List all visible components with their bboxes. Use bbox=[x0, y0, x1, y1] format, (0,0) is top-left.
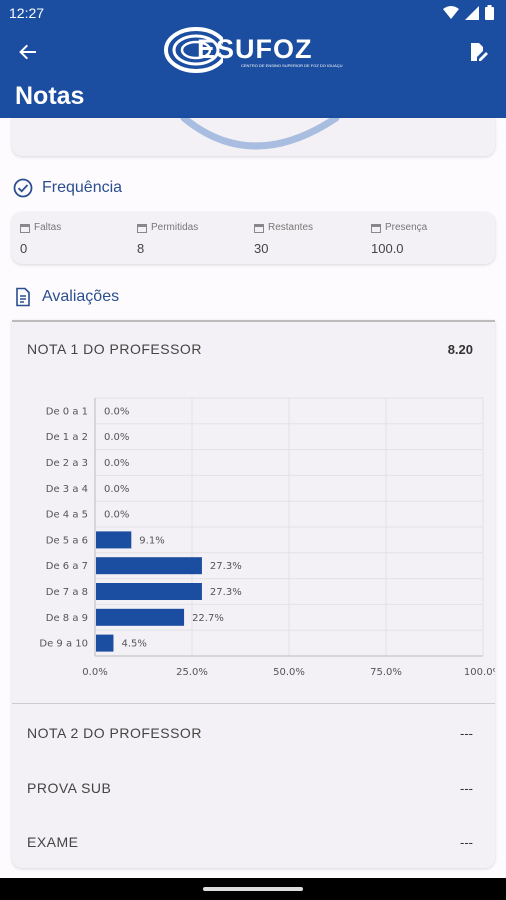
document-icon bbox=[16, 287, 30, 307]
chart-value-label: 0.0% bbox=[104, 510, 129, 521]
wifi-icon bbox=[443, 5, 459, 25]
eval-value-exame: --- bbox=[460, 835, 473, 850]
eval-value-nota2: --- bbox=[460, 726, 473, 741]
evaluations-title: Avaliações bbox=[42, 288, 120, 305]
chart-x-tick-label: 50.0% bbox=[273, 667, 305, 678]
home-handle[interactable] bbox=[203, 887, 303, 891]
chart-value-label: 22.7% bbox=[192, 613, 224, 624]
chart-value-label: 9.1% bbox=[139, 535, 164, 546]
freq-permitidas: Permitidas 8 bbox=[137, 222, 199, 256]
chart-x-tick-label: 75.0% bbox=[370, 667, 402, 678]
chart-category-label: De 1 a 2 bbox=[46, 432, 88, 443]
freq-faltas: Faltas 0 bbox=[20, 222, 62, 256]
chart-value-label: 27.3% bbox=[210, 587, 242, 598]
progress-ring bbox=[180, 118, 340, 150]
chart-value-label: 0.0% bbox=[104, 484, 129, 495]
app-bar: ESUFOZ CENTRO DE ENSINO SUPERIOR DE FOZ … bbox=[0, 26, 506, 118]
back-button[interactable] bbox=[14, 38, 42, 66]
chart-bar bbox=[96, 634, 114, 652]
page-title: Notas bbox=[15, 82, 85, 110]
battery-icon bbox=[485, 5, 494, 25]
chart-value-label: 27.3% bbox=[210, 561, 242, 572]
chart-category-label: De 5 a 6 bbox=[46, 535, 88, 546]
chart-x-tick-label: 25.0% bbox=[176, 667, 208, 678]
chart-value-label: 0.0% bbox=[104, 458, 129, 469]
eval-value-prova-sub: --- bbox=[460, 781, 473, 796]
chart-category-label: De 9 a 10 bbox=[39, 639, 88, 650]
status-time: 12:27 bbox=[9, 5, 45, 21]
grade-distribution-chart: 0.0% 25.0% 50.0% 75.0% 100.0% De 0 a 1 0.0% De … bbox=[28, 392, 502, 692]
logo-subtext: CENTRO DE ENSINO SUPERIOR DE FOZ DO IGUA… bbox=[241, 63, 343, 68]
evaluations-card: NOTA 1 DO PROFESSOR 8.20 0.0% 25.0% 50.0% 7… bbox=[12, 320, 502, 868]
eval-title-nota2[interactable]: NOTA 2 DO PROFESSOR bbox=[27, 725, 202, 741]
chart-category-label: De 3 a 4 bbox=[46, 484, 88, 495]
chart-category-label: De 8 a 9 bbox=[46, 613, 88, 624]
chart-value-label: 0.0% bbox=[104, 432, 129, 443]
check-circle-icon bbox=[13, 178, 33, 198]
evaluations-header: Avaliações bbox=[13, 287, 119, 307]
summary-card bbox=[12, 118, 495, 156]
freq-restantes: Restantes 30 bbox=[254, 222, 314, 256]
chart-value-label: 4.5% bbox=[121, 639, 146, 650]
esufoz-logo: ESUFOZ CENTRO DE ENSINO SUPERIOR DE FOZ … bbox=[163, 26, 345, 74]
eval-title-exame[interactable]: EXAME bbox=[27, 834, 79, 850]
chart-bar bbox=[96, 583, 202, 600]
frequency-header: Frequência bbox=[13, 178, 122, 198]
status-bar: 12:27 bbox=[0, 0, 506, 26]
edit-note-button[interactable] bbox=[464, 38, 492, 66]
chart-category-label: De 7 a 8 bbox=[46, 587, 88, 598]
calendar-icon bbox=[371, 223, 381, 233]
chart-bar bbox=[96, 557, 202, 575]
arrow-back-icon bbox=[19, 44, 36, 60]
chart-x-tick-label: 0.0% bbox=[82, 667, 107, 678]
edit-document-icon bbox=[471, 43, 488, 61]
eval-value-nota1: 8.20 bbox=[447, 342, 473, 357]
system-nav-bar bbox=[0, 878, 506, 900]
chart-category-label: De 2 a 3 bbox=[46, 458, 88, 469]
logo-text: ESUFOZ bbox=[197, 34, 313, 64]
chart-value-label: 0.0% bbox=[104, 406, 129, 417]
chart-bar bbox=[96, 531, 132, 549]
chart-category-label: De 4 a 5 bbox=[46, 510, 88, 521]
eval-title-prova-sub[interactable]: PROVA SUB bbox=[27, 780, 112, 796]
divider bbox=[12, 703, 495, 704]
eval-title-nota1[interactable]: NOTA 1 DO PROFESSOR bbox=[27, 341, 202, 357]
freq-presenca: Presença 100.0 bbox=[371, 222, 428, 256]
frequency-title: Frequência bbox=[42, 179, 123, 196]
chart-category-label: De 0 a 1 bbox=[46, 406, 88, 417]
chart-category-label: De 6 a 7 bbox=[46, 561, 88, 572]
frequency-card: Faltas 0 Permitidas 8 Restantes 30 Prese… bbox=[12, 212, 495, 264]
signal-icon bbox=[465, 5, 479, 25]
logo-swoosh-icon bbox=[164, 27, 223, 73]
calendar-icon bbox=[20, 223, 30, 233]
chart-x-tick-label: 100.0% bbox=[464, 667, 495, 678]
chart-bar bbox=[96, 608, 185, 626]
calendar-icon bbox=[254, 223, 264, 233]
calendar-icon bbox=[137, 223, 147, 233]
